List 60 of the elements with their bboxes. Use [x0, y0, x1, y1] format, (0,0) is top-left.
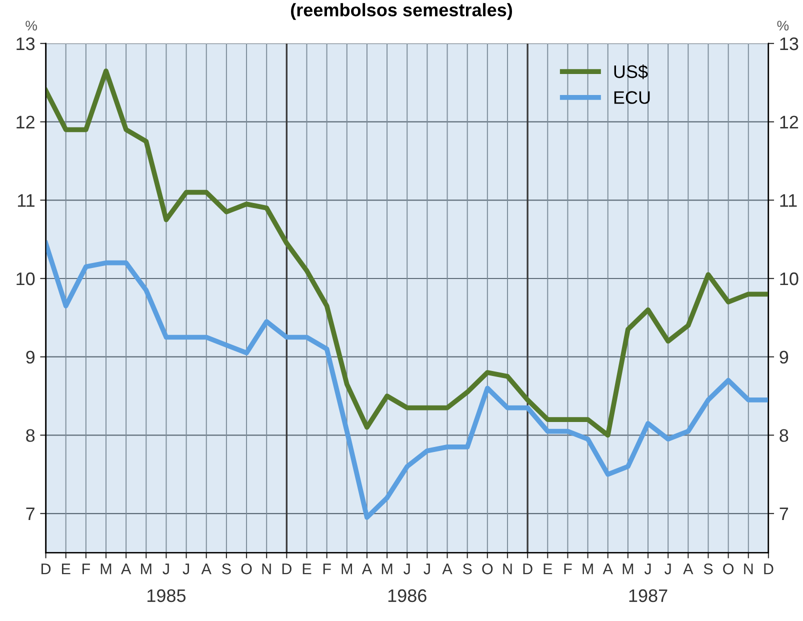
y2-tick-label: 11: [780, 194, 797, 207]
x-tick-label: J: [644, 564, 651, 574]
x-tick-label: D: [42, 564, 51, 574]
x-tick-label: E: [62, 564, 70, 574]
x-tick-label: O: [241, 564, 252, 574]
x-tick-label: A: [121, 564, 132, 574]
x-tick-label: S: [222, 564, 231, 574]
x-tick-label: F: [564, 564, 572, 574]
chart-title: (reembolsos semestrales): [291, 3, 512, 20]
y2-tick-label: 7: [780, 508, 788, 520]
text: 1987: [629, 589, 668, 602]
x-tick-label: S: [462, 564, 472, 574]
text: 1985: [148, 589, 186, 602]
x-tick-label: E: [544, 564, 552, 574]
x-tick-label: J: [424, 564, 430, 574]
x-tick-label: M: [342, 564, 352, 574]
x-tick-label: N: [744, 564, 753, 574]
text: 1986: [388, 589, 426, 602]
x-tick-label: E: [302, 564, 312, 574]
x-tick-label: S: [704, 564, 713, 574]
x-tick-label: A: [362, 564, 372, 574]
legend-label: US$: [614, 64, 648, 80]
x-tick-label: N: [262, 564, 271, 574]
y-tick-label: 13: [16, 37, 35, 50]
y2-tick-label: 13: [780, 37, 798, 50]
y-axis-title: %: [26, 20, 37, 30]
x-tick-label: J: [162, 564, 169, 574]
y-tick-label: 7: [26, 508, 34, 520]
y2-tick-label: 10: [780, 272, 798, 286]
y-tick-label: 9: [26, 350, 34, 364]
x-tick-label: A: [602, 564, 613, 574]
x-tick-label: D: [764, 564, 774, 574]
y-tick-label: 10: [16, 272, 35, 286]
x-tick-label: M: [382, 564, 392, 574]
y2-tick-label: 12: [780, 116, 798, 128]
y-tick-label: 12: [16, 116, 34, 128]
x-tick-label: M: [100, 564, 112, 574]
y2-tick-label: 8: [780, 429, 788, 442]
x-tick-label: M: [141, 564, 152, 574]
x-tick-label: A: [683, 564, 694, 574]
x-tick-label: D: [523, 564, 532, 574]
line-series: [46, 240, 768, 520]
x-tick-label: J: [664, 564, 671, 574]
x-tick-label: J: [182, 564, 189, 574]
x-tick-label: O: [482, 564, 493, 574]
x-tick-label: J: [404, 564, 410, 574]
y2-tick-label: 9: [780, 350, 788, 364]
x-tick-label: A: [442, 564, 452, 574]
x-tick-label: M: [582, 564, 593, 574]
x-tick-label: O: [723, 564, 734, 574]
x-tick-label: N: [503, 564, 512, 574]
x-tick-label: F: [82, 564, 90, 574]
x-tick-label: M: [622, 564, 634, 574]
y-tick-label: 8: [26, 429, 35, 442]
y2-axis-title: %: [777, 20, 789, 30]
y-tick-label: 11: [18, 194, 34, 207]
x-tick-label: A: [201, 564, 212, 574]
x-tick-label: F: [323, 564, 331, 574]
legend-label: ECU: [614, 91, 650, 104]
x-tick-label: D: [282, 564, 292, 574]
